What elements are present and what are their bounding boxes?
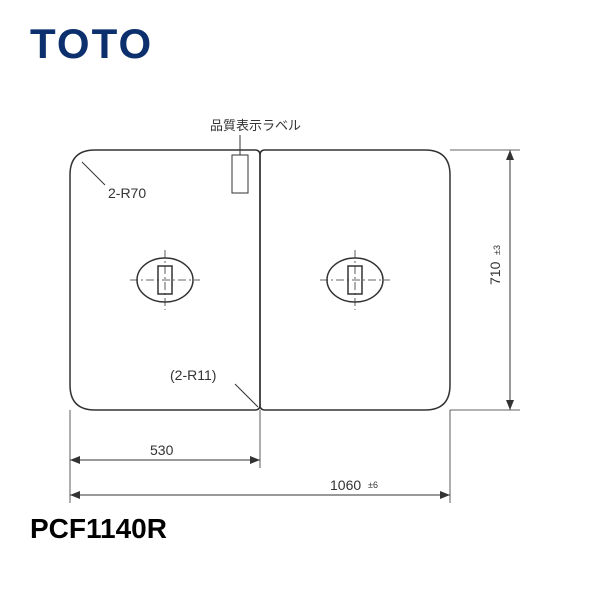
handle-left	[130, 250, 200, 310]
total-width-tolerance: ±6	[368, 480, 378, 490]
height-dim-tolerance: ±3	[492, 245, 502, 255]
brand-logo: TOTO	[30, 20, 153, 68]
technical-diagram: 2-R70 (2-R11) 品質表示ラベル 710 ±3	[0, 100, 600, 550]
arrow-bottom	[506, 400, 514, 410]
panel-width-value: 530	[150, 442, 174, 458]
arrow-left-1060	[70, 491, 80, 499]
handle-right	[320, 250, 390, 310]
corner-radius-outer-label: 2-R70	[108, 185, 146, 201]
quality-label-box	[232, 155, 248, 193]
radius-leader-outer	[82, 162, 105, 185]
arrow-right-530	[250, 456, 260, 464]
total-width-value: 1060	[330, 477, 361, 493]
arrow-right-1060	[440, 491, 450, 499]
arrow-left-530	[70, 456, 80, 464]
product-code: PCF1140R	[30, 513, 167, 545]
height-dim-value: 710	[487, 261, 503, 285]
radius-leader-inner	[235, 384, 258, 407]
quality-label-text: 品質表示ラベル	[210, 118, 301, 133]
corner-radius-inner-label: (2-R11)	[170, 367, 216, 383]
arrow-top	[506, 150, 514, 160]
